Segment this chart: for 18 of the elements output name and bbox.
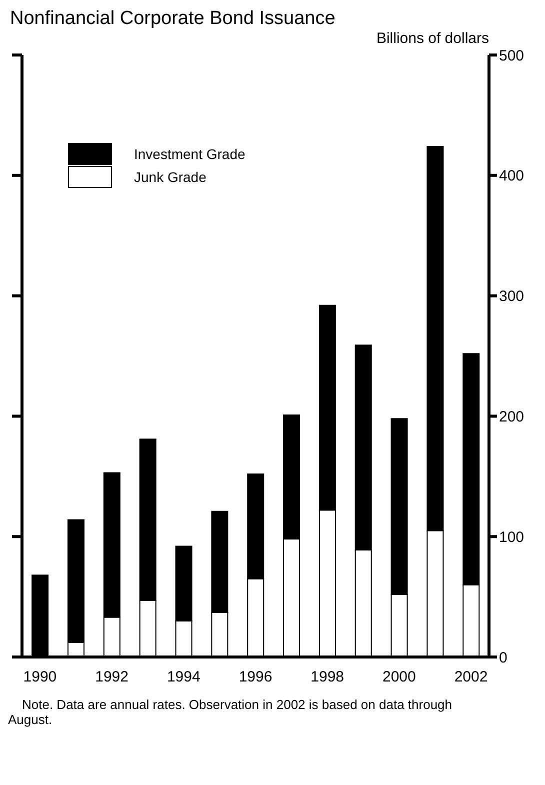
y-tick-label: 0: [499, 649, 508, 666]
legend-label: Junk Grade: [134, 168, 206, 184]
x-tick-label: 1996: [238, 668, 272, 686]
y-tick-label: 400: [499, 168, 524, 185]
legend-label: Investment Grade: [134, 146, 246, 162]
y-axis-title: Billions of dollars: [375, 30, 489, 47]
x-tick-label: 1994: [166, 668, 200, 686]
x-tick-label: 1992: [95, 668, 128, 686]
x-tick-label: 1990: [23, 668, 57, 686]
y-tick-label: 200: [499, 408, 524, 426]
x-tick-label: 2002: [454, 668, 488, 686]
x-tick-label: 1998: [310, 668, 344, 686]
y-tick-label: 100: [499, 528, 524, 546]
text: Note. Data are annual rates. Observation in 2002 is based on data through August.: [8, 697, 454, 727]
chart-title: Nonfinancial Corporate Bond Issuance: [10, 8, 336, 30]
y-tick-label: 300: [499, 288, 524, 306]
x-tick-label: 2000: [382, 668, 416, 686]
y-tick-label: 500: [499, 47, 524, 64]
